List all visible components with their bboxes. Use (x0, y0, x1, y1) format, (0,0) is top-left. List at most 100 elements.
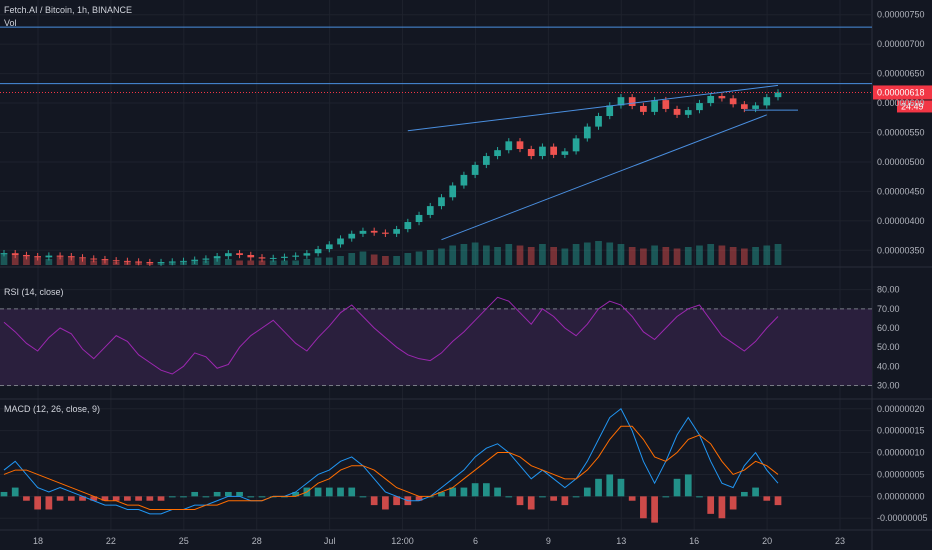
rsi-y-tick-label: 40.00 (877, 361, 900, 371)
candle (426, 206, 434, 215)
volume-bar (662, 247, 670, 265)
histogram-bar (337, 487, 344, 497)
histogram-bar (370, 496, 378, 506)
candle (415, 214, 423, 223)
candle (359, 230, 367, 234)
volume-bar (56, 256, 64, 265)
candle (382, 232, 389, 234)
histogram-bar (56, 496, 64, 501)
trendline-lower (441, 114, 767, 241)
volume-bar (45, 259, 53, 265)
candle (617, 97, 625, 106)
candle (539, 146, 546, 157)
candle (718, 95, 726, 99)
volume-bar (236, 260, 243, 265)
price-y-tick-label: 0.00000500 (877, 157, 925, 167)
candle (45, 255, 53, 258)
histogram-bar (258, 496, 266, 498)
histogram-bar (505, 496, 513, 498)
histogram-bar (482, 483, 490, 497)
candle (180, 260, 187, 262)
candle (628, 97, 636, 106)
histogram-bar (595, 478, 602, 497)
price-y-tick-label: 0.00000450 (877, 186, 925, 196)
volume-bar (539, 244, 546, 265)
candle (11, 253, 19, 255)
volume-bar (34, 257, 42, 265)
histogram-bar (23, 496, 30, 501)
candle (471, 164, 479, 175)
x-tick-label: 9 (546, 536, 551, 546)
volume-bar (494, 247, 501, 265)
candle (34, 256, 42, 258)
candle (752, 105, 759, 109)
macd-pane[interactable] (0, 407, 782, 523)
candle (213, 256, 221, 259)
candle (236, 253, 243, 255)
volume-bar (79, 259, 86, 265)
candle (258, 257, 266, 259)
volume-bar (67, 257, 75, 265)
price-pane[interactable]: 0.00000618 24:49 (0, 26, 932, 266)
volume-bar (729, 247, 737, 265)
volume-bar (471, 242, 479, 265)
trendline-upper (407, 84, 779, 132)
histogram-bar (34, 496, 42, 510)
volume-bar (628, 247, 636, 265)
histogram-bar (774, 496, 782, 506)
volume-bar (684, 247, 692, 265)
candle (191, 259, 199, 261)
rsi-y-tick-label: 50.00 (877, 342, 900, 352)
signal-line (3, 425, 779, 510)
volume-bar (640, 248, 647, 265)
candle (494, 150, 501, 157)
x-tick-label: 18 (33, 536, 43, 546)
rsi-title: RSI (14, close) (4, 287, 64, 297)
volume-bar (213, 259, 221, 265)
histogram-bar (314, 487, 322, 497)
volume-bar (292, 260, 300, 265)
candle (449, 185, 457, 198)
candle (404, 222, 412, 230)
price-tag (873, 85, 932, 100)
x-tick-label: 25 (179, 536, 189, 546)
histogram-bar (11, 487, 19, 497)
x-tick-label: 16 (689, 536, 699, 546)
countdown-label: 24:49 (901, 101, 924, 111)
rsi-pane[interactable] (0, 296, 872, 386)
histogram-bar (168, 496, 176, 498)
volume-bar (651, 245, 658, 265)
x-tick-label: Jul (324, 536, 336, 546)
volume-bar (247, 260, 255, 265)
macd-title: MACD (12, 26, close, 9) (4, 404, 100, 414)
candle (112, 260, 120, 262)
candle (696, 103, 703, 111)
candle (348, 233, 356, 239)
candle (707, 95, 715, 104)
candle (516, 141, 524, 149)
histogram-bar (359, 496, 367, 498)
volume-bar (527, 247, 535, 265)
volume-bar (426, 250, 434, 265)
candle (482, 156, 490, 165)
histogram-bar (617, 478, 625, 497)
histogram-bar (90, 496, 98, 501)
histogram-bar (527, 496, 535, 510)
rsi-y-tick-label: 70.00 (877, 304, 900, 314)
volume-bar (23, 256, 30, 265)
candle (281, 256, 288, 258)
volume-bar (90, 260, 98, 265)
histogram-bar (124, 496, 131, 501)
x-tick-label: 13 (616, 536, 626, 546)
histogram-bar (729, 496, 737, 510)
volume-bar (752, 247, 759, 265)
axes: 18 22 25 28 Jul 12:00 6 9 13 16 20 23 0.00000750 0.00… (33, 10, 928, 546)
histogram-bar (763, 496, 771, 501)
histogram-bar (67, 496, 75, 501)
candle (337, 238, 344, 245)
volume-bar (438, 248, 445, 265)
candle (101, 259, 109, 261)
